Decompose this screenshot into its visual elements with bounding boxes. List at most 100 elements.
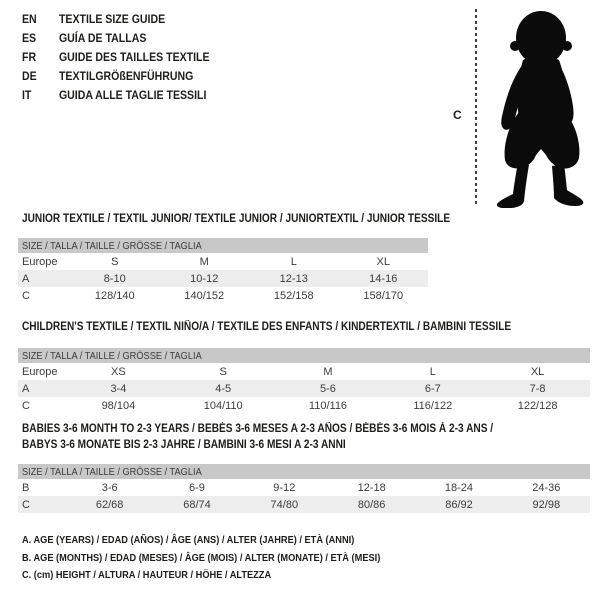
table-cell: 9-12: [273, 481, 296, 494]
table-cell: 92/98: [532, 498, 561, 511]
row-label: Europe: [22, 365, 58, 378]
table-row: A 8-10 10-12 12-13 14-16: [18, 270, 428, 287]
language-title: GUIDA ALLE TAGLIE TESSILI: [58, 87, 207, 102]
section-title-children: CHILDREN'S TEXTILE / TEXTIL NIÑO/A / TEX…: [22, 319, 578, 335]
table-row: Europe S M L XL: [18, 253, 428, 270]
legend-note-text: C. (cm) HEIGHT / ALTURA / HAUTEUR / HÖHE…: [22, 569, 272, 581]
row-label: A: [22, 382, 30, 395]
language-title: TEXTILE SIZE GUIDE: [58, 11, 166, 26]
section-title-junior: JUNIOR TEXTILE / TEXTIL JUNIOR/ TEXTILE …: [22, 211, 508, 227]
table-cell: 80/86: [357, 498, 386, 511]
section-title-babies: BABIES 3-6 MONTH TO 2-3 YEARS / BEBÉS 3-…: [22, 421, 557, 453]
baby-silhouette-icon: [496, 11, 584, 208]
table-cell: 6-9: [189, 481, 205, 494]
junior-table-body: Europe S M L XL A 8-10 10-12 12-13 14-16 C 128/140 1…: [18, 253, 428, 304]
table-cell: 14-16: [369, 272, 398, 285]
section-title-text: BABIES 3-6 MONTH TO 2-3 YEARS / BEBÉS 3-…: [22, 423, 494, 435]
table-cell: 68/74: [183, 498, 211, 511]
language-code: ES: [22, 30, 37, 45]
table-cell: 10-12: [190, 272, 219, 285]
table-cell: 158/170: [363, 289, 404, 302]
table-cell: S: [111, 255, 119, 268]
language-title: TEXTILGRÖßENFÜHRUNG: [58, 68, 194, 83]
size-header-bar: SIZE / TALLA / TAILLE / GRÖSSE / TAGLIA: [18, 348, 590, 363]
measure-label-c: C: [453, 108, 462, 122]
table-cell: 5-6: [320, 382, 336, 395]
section-title-text: CHILDREN'S TEXTILE / TEXTIL NIÑO/A / TEX…: [22, 321, 512, 333]
size-header-text: SIZE / TALLA / TAILLE / GRÖSSE / TAGLIA: [22, 239, 202, 252]
table-cell: XL: [376, 255, 390, 268]
table-cell: 74/80: [270, 498, 299, 511]
size-header-text: SIZE / TALLA / TAILLE / GRÖSSE / TAGLIA: [22, 349, 202, 362]
table-cell: 12-13: [279, 272, 308, 285]
legend-note-text: B. AGE (MONTHS) / EDAD (MESES) / ÂGE (MO…: [22, 551, 381, 564]
legend-note-text: A. AGE (YEARS) / EDAD (AÑOS) / ÂGE (ANS)…: [22, 534, 355, 546]
legend-notes: A. AGE (YEARS) / EDAD (AÑOS) / ÂGE (ANS)…: [22, 534, 429, 587]
table-cell: 62/68: [95, 498, 124, 511]
language-code: FR: [22, 49, 37, 64]
legend-note: C. (cm) HEIGHT / ALTURA / HAUTEUR / HÖHE…: [22, 569, 429, 587]
table-row: C 98/104 104/110 110/116 116/122 122/128: [18, 397, 590, 414]
table-cell: XL: [530, 365, 545, 378]
babies-table-body: B 3-6 6-9 9-12 12-18 18-24 24-36 C 62/68 68/74 74/…: [18, 479, 590, 513]
table-row: C 128/140 140/152 152/158 158/170: [18, 287, 428, 304]
table-cell: S: [219, 365, 227, 378]
table-cell: L: [290, 255, 297, 268]
language-code: IT: [22, 87, 32, 102]
language-row: DE TEXTILGRÖßENFÜHRUNG: [22, 66, 210, 85]
table-row: A 3-4 4-5 5-6 6-7 7-8: [18, 380, 590, 397]
table-cell: M: [199, 255, 209, 268]
language-row: EN TEXTILE SIZE GUIDE: [22, 9, 210, 28]
table-cell: 140/152: [184, 289, 225, 302]
row-label: A: [22, 272, 30, 285]
table-cell: 6-7: [424, 382, 441, 395]
size-header-text: SIZE / TALLA / TAILLE / GRÖSSE / TAGLIA: [22, 465, 202, 478]
language-list: EN TEXTILE SIZE GUIDE ES GUÍA DE TALLAS …: [22, 9, 210, 104]
table-cell: 86/92: [445, 498, 473, 511]
table-cell: 104/110: [203, 399, 243, 412]
row-label: Europe: [22, 255, 58, 268]
language-code: DE: [22, 68, 37, 83]
table-cell: L: [429, 365, 436, 378]
row-label: B: [22, 481, 30, 494]
table-cell: 128/140: [94, 289, 135, 302]
table-cell: 7-8: [529, 382, 546, 395]
language-title: GUÍA DE TALLAS: [58, 30, 147, 45]
table-cell: 98/104: [101, 399, 136, 412]
table-cell: 18-24: [444, 481, 474, 494]
language-row: FR GUIDE DES TAILLES TEXTILE: [22, 47, 210, 66]
babies-size-table: SIZE / TALLA / TAILLE / GRÖSSE / TAGLIA …: [18, 464, 590, 513]
table-cell: 122/128: [517, 399, 558, 412]
section-title-text: BABYS 3-6 MONATE BIS 2-3 JAHRE / BAMBINI…: [22, 439, 346, 451]
table-cell: 152/158: [273, 289, 314, 302]
junior-size-table: SIZE / TALLA / TAILLE / GRÖSSE / TAGLIA …: [18, 238, 428, 304]
table-cell: XS: [111, 365, 126, 378]
language-row: ES GUÍA DE TALLAS: [22, 28, 210, 47]
height-measure-dotted-line: [475, 9, 477, 207]
children-size-table: SIZE / TALLA / TAILLE / GRÖSSE / TAGLIA …: [18, 348, 590, 414]
row-label: C: [22, 289, 30, 302]
size-header-bar: SIZE / TALLA / TAILLE / GRÖSSE / TAGLIA: [18, 464, 590, 479]
table-row: C 62/68 68/74 74/80 80/86 86/92 92/98: [18, 496, 590, 513]
row-label: C: [22, 498, 30, 511]
legend-note: B. AGE (MONTHS) / EDAD (MESES) / ÂGE (MO…: [22, 552, 429, 570]
language-code: EN: [22, 11, 37, 26]
table-cell: 8-10: [103, 272, 126, 285]
table-cell: 4-5: [215, 382, 232, 395]
table-cell: 3-4: [110, 382, 127, 395]
table-cell: M: [323, 365, 333, 378]
table-row: B 3-6 6-9 9-12 12-18 18-24 24-36: [18, 479, 590, 496]
table-cell: 110/116: [308, 399, 348, 412]
row-label: C: [22, 399, 30, 412]
table-row: Europe XS S M L XL: [18, 363, 590, 380]
table-cell: 24-36: [532, 481, 561, 494]
children-table-body: Europe XS S M L XL A 3-4 4-5 5-6 6-7 7-8 C 98/104 104/…: [18, 363, 590, 414]
language-row: IT GUIDA ALLE TAGLIE TESSILI: [22, 85, 210, 104]
language-title: GUIDE DES TAILLES TEXTILE: [58, 49, 210, 64]
table-cell: 12-18: [357, 481, 386, 494]
table-cell: 3-6: [101, 481, 118, 494]
section-title-text: JUNIOR TEXTILE / TEXTIL JUNIOR/ TEXTILE …: [22, 213, 451, 225]
size-header-bar: SIZE / TALLA / TAILLE / GRÖSSE / TAGLIA: [18, 238, 428, 253]
table-cell: 116/122: [413, 399, 453, 412]
